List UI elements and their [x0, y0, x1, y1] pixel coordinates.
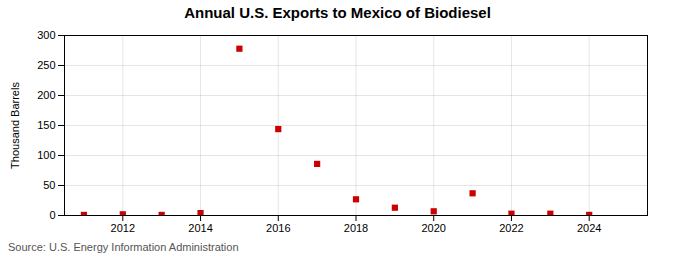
- svg-text:2014: 2014: [188, 222, 212, 234]
- svg-text:250: 250: [37, 59, 55, 71]
- svg-text:0: 0: [49, 209, 55, 221]
- svg-text:2012: 2012: [111, 222, 135, 234]
- svg-text:2020: 2020: [421, 222, 445, 234]
- svg-text:2022: 2022: [499, 222, 523, 234]
- svg-text:2016: 2016: [266, 222, 290, 234]
- html-text:Source: U.S. Energy Informatio: Source: U.S. Energy Information Administ…: [8, 241, 239, 253]
- svg-text:300: 300: [37, 29, 55, 41]
- svg-text:200: 200: [37, 89, 55, 101]
- svg-text:150: 150: [37, 119, 55, 131]
- svg-text:100: 100: [37, 149, 55, 161]
- html-text:Annual U.S. Exports to Mexico: Annual U.S. Exports to Mexico of Biodies…: [184, 4, 491, 21]
- svg-text:50: 50: [43, 179, 55, 191]
- svg-text:Thousand Barrels: Thousand Barrels: [9, 82, 21, 169]
- svg-text:2024: 2024: [577, 222, 601, 234]
- svg-text:2018: 2018: [344, 222, 368, 234]
